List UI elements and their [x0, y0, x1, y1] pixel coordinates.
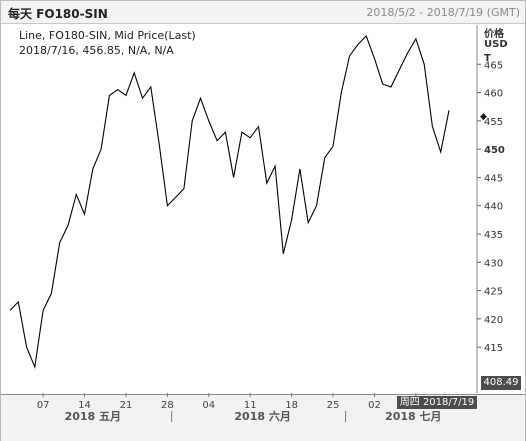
price-series-line [9, 34, 450, 370]
chart-title: 每天 FO180-SIN [8, 7, 108, 21]
y-axis-title-currency: USD [484, 39, 508, 50]
y-tick-label: 445 [484, 173, 503, 184]
y-tick-label: 455 [484, 117, 503, 128]
y-tick-label: 420 [484, 315, 503, 326]
y-tick-label: 435 [484, 230, 503, 241]
y-tick-label: 440 [484, 202, 503, 213]
legend-series-line: Line, FO180-SIN, Mid Price(Last) [19, 29, 196, 42]
y-axis-title-price: 价格 [484, 29, 504, 40]
last-value-marker-icon: ◆ [480, 112, 487, 122]
y-tick-label: 460 [484, 89, 503, 100]
y-tick-label: 450 [484, 145, 505, 156]
y-tick-label: 415 [484, 343, 503, 354]
date-range: 2018/5/2 - 2018/7/19 (GMT) [366, 6, 520, 19]
legend-values-line: 2018/7/16, 456.85, N/A, N/A [19, 44, 174, 57]
crosshair-date-label: 周四 2018/7/19 [397, 396, 477, 409]
y-axis-title-unit: T [484, 53, 491, 64]
y-tick-label: 425 [484, 287, 503, 298]
y-tick-label: 430 [484, 258, 503, 269]
current-price-label: 408.49 [481, 376, 521, 390]
y-tick-label: 465 [484, 60, 503, 71]
chart-titlebar: 每天 FO180-SIN 2018/5/2 - 2018/7/19 (GMT) [1, 1, 525, 24]
